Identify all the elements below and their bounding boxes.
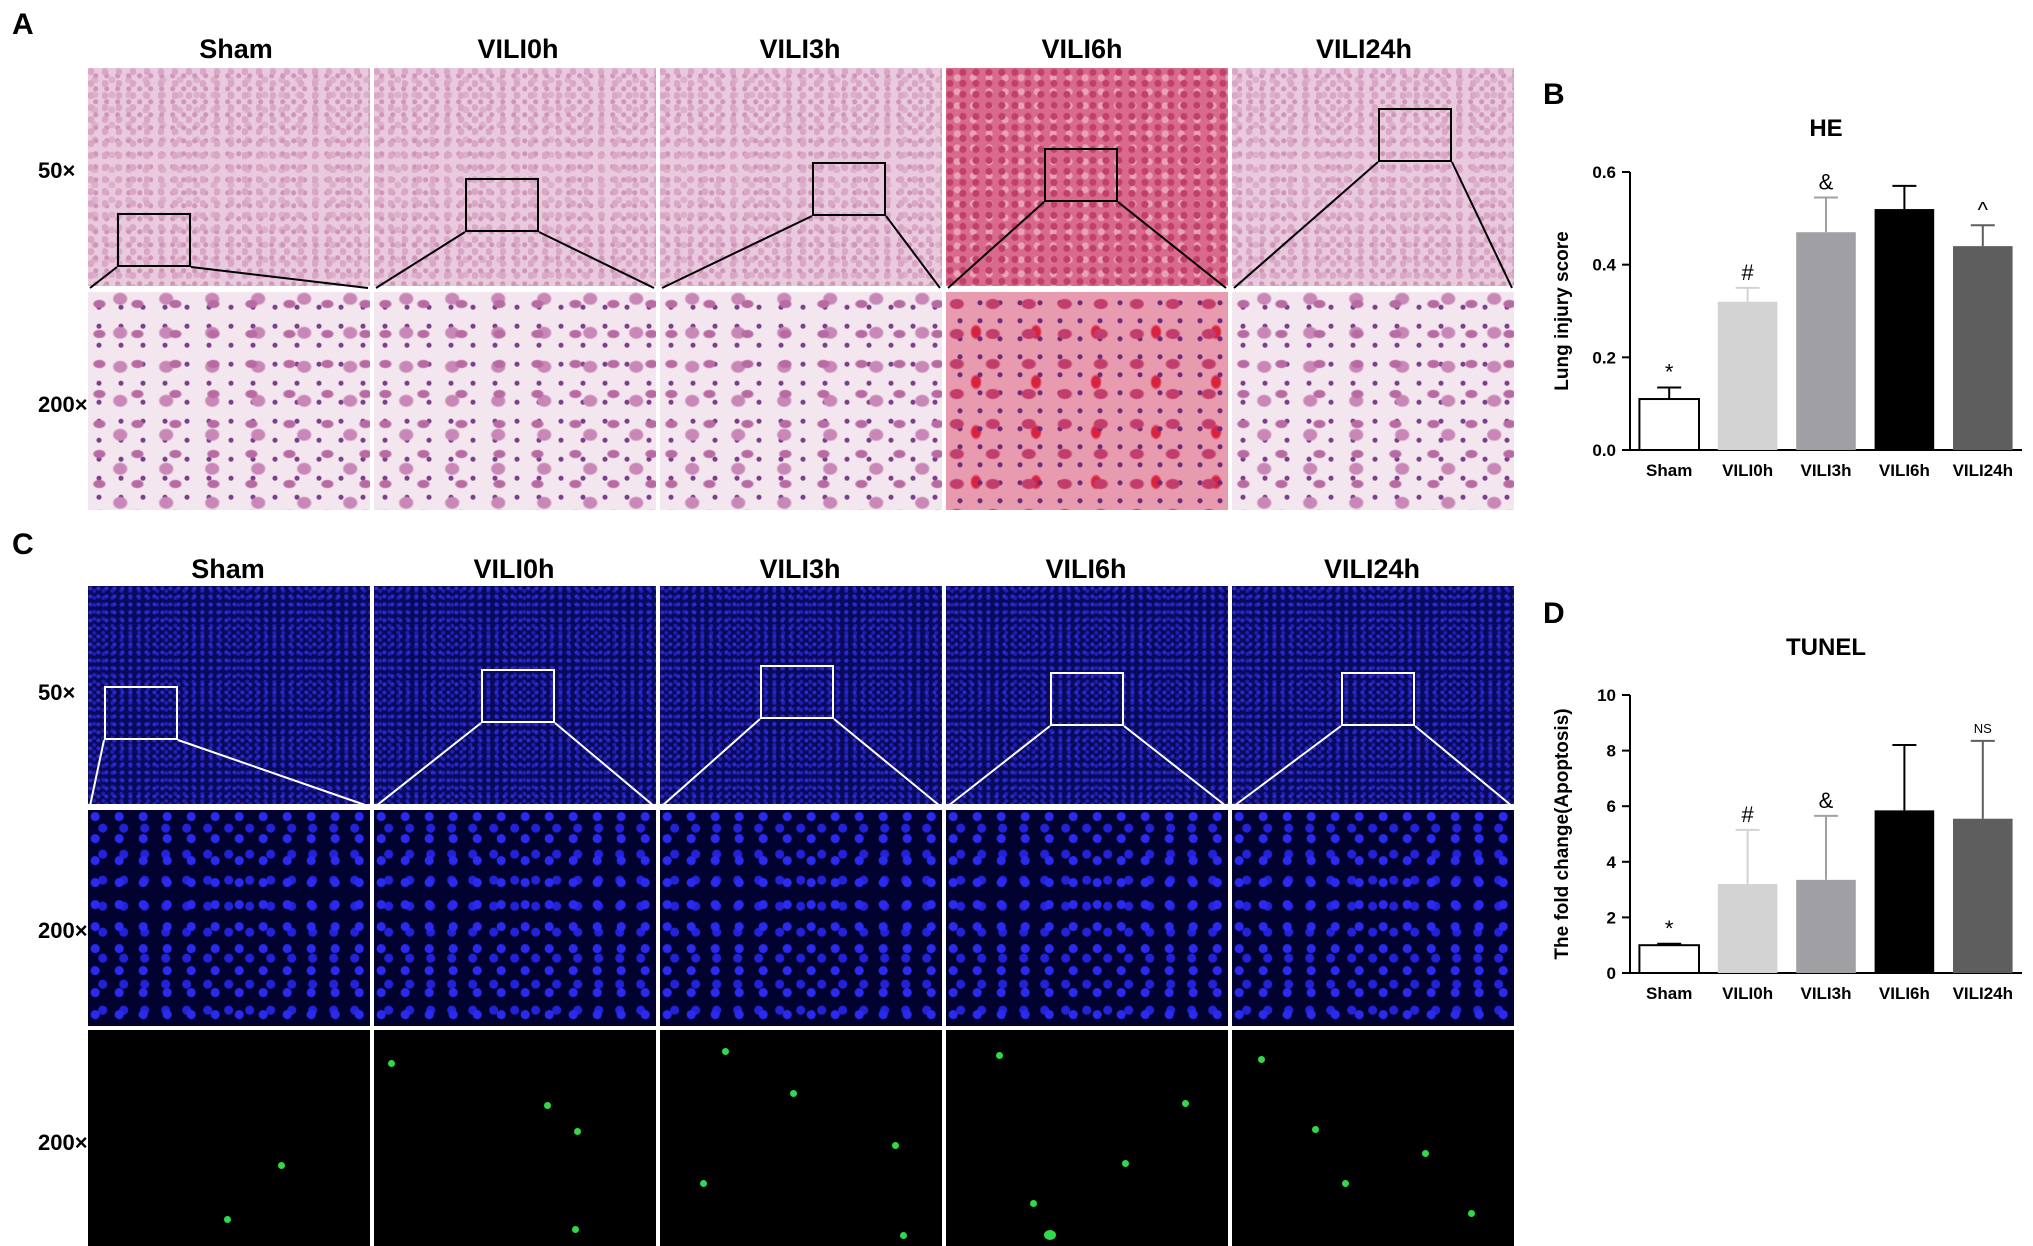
y-tick-label: 0.2 — [1592, 348, 1616, 367]
tunel-vili24h-zoom-box — [1341, 672, 1415, 726]
x-tick-label: VILI0h — [1722, 984, 1773, 1003]
significance-mark: # — [1741, 260, 1754, 285]
dapi-50x-vili6h-image — [946, 586, 1228, 804]
he-column-vili3h-label: VILI3h — [759, 34, 841, 64]
tunel-vili3h-zoom-box — [760, 665, 834, 719]
bar-vili3h — [1796, 879, 1856, 973]
x-tick-label: VILI24h — [1953, 461, 2013, 480]
x-tick-label: VILI24h — [1953, 984, 2013, 1003]
tunel-mag-50x-label: 50× — [38, 680, 76, 705]
x-tick-label: VILI6h — [1879, 461, 1930, 480]
panel-letter-b: B — [1543, 78, 1565, 111]
he-vili6h-zoom-box — [1044, 148, 1118, 202]
bar-vili3h — [1796, 232, 1856, 450]
x-tick-label: VILI0h — [1722, 461, 1773, 480]
bar-sham — [1638, 398, 1700, 451]
tunel-mag-200x-green-label: 200× — [38, 1130, 88, 1155]
he-mag-200x-label: 200× — [38, 392, 88, 417]
significance-mark: & — [1819, 788, 1834, 813]
tunel-200x-vili3h-image — [660, 1030, 942, 1246]
he-50x-vili3h-image — [660, 68, 942, 286]
dapi-200x-vili6h-image — [946, 810, 1228, 1026]
y-tick-label: 6 — [1607, 797, 1616, 816]
bar-vili24h — [1953, 246, 2013, 450]
y-axis-label: The fold change(Apoptosis) — [1552, 708, 1573, 959]
dapi-50x-vili0h-image — [374, 586, 656, 804]
bar-vili6h — [1874, 209, 1935, 450]
he-200x-vili0h-image — [374, 292, 656, 510]
dapi-200x-sham-image — [88, 810, 370, 1026]
dapi-200x-vili24h-image — [1232, 810, 1514, 1026]
he-vili3h-zoom-box — [812, 162, 886, 216]
significance-mark: # — [1741, 802, 1754, 827]
dapi-200x-vili3h-image — [660, 810, 942, 1026]
y-tick-label: 0.0 — [1592, 441, 1616, 460]
y-tick-label: 0.4 — [1592, 256, 1616, 275]
x-tick-label: Sham — [1646, 461, 1692, 480]
he-chart: HE Lung injury score 0.0 0.2 0.4 0.6 * Sham # VIL… — [1552, 115, 2022, 480]
x-tick-label: VILI3h — [1800, 461, 1851, 480]
tunel-column-sham-label: Sham — [191, 554, 265, 584]
tunel-200x-vili6h-image — [946, 1030, 1228, 1246]
y-tick-label: 8 — [1607, 742, 1616, 761]
dapi-50x-sham-image — [88, 586, 370, 804]
y-tick-label: 4 — [1607, 853, 1617, 872]
y-tick-label: 0 — [1607, 964, 1616, 983]
tunel-column-vili3h-label: VILI3h — [759, 554, 841, 584]
tunel-200x-sham-image — [88, 1030, 370, 1246]
y-tick-label: 0.6 — [1592, 163, 1616, 182]
bar-vili24h — [1953, 818, 2013, 973]
tunel-column-vili24h-label: VILI24h — [1323, 554, 1421, 584]
y-tick-label: 10 — [1597, 686, 1616, 705]
he-sham-zoom-box — [117, 213, 191, 267]
tunel-column-vili6h-label: VILI6h — [1045, 554, 1127, 584]
y-tick-label: 2 — [1607, 908, 1616, 927]
he-column-vili24h-label: VILI24h — [1315, 34, 1413, 64]
tunel-200x-vili0h-image — [374, 1030, 656, 1246]
he-vili24h-zoom-box — [1378, 108, 1452, 162]
tunel-zoom-lines — [89, 718, 1513, 807]
significance-mark: * — [1665, 359, 1674, 384]
significance-mark: NS — [1974, 721, 1992, 736]
he-column-vili6h-label: VILI6h — [1041, 34, 1123, 64]
he-200x-vili3h-image — [660, 292, 942, 510]
y-axis-label: Lung injury score — [1552, 231, 1573, 390]
dapi-50x-vili24h-image — [1232, 586, 1514, 804]
significance-mark: * — [1665, 916, 1674, 941]
tunel-sham-zoom-box — [104, 686, 178, 740]
he-200x-sham-image — [88, 292, 370, 510]
he-column-sham-label: Sham — [199, 34, 273, 64]
chart-title: TUNEL — [1786, 634, 1866, 661]
dapi-200x-vili0h-image — [374, 810, 656, 1026]
he-50x-vili0h-image — [374, 68, 656, 286]
he-vili0h-zoom-box — [465, 178, 539, 232]
significance-mark: & — [1819, 169, 1834, 194]
tunel-200x-vili24h-image — [1232, 1030, 1514, 1246]
x-tick-label: VILI3h — [1800, 984, 1851, 1003]
tunel-vili0h-zoom-box — [481, 669, 555, 723]
he-200x-vili24h-image — [1232, 292, 1514, 510]
tunel-vili6h-zoom-box — [1050, 672, 1124, 726]
he-zoom-lines — [89, 161, 1513, 289]
he-column-vili0h-label: VILI0h — [477, 34, 559, 64]
he-50x-sham-image — [88, 68, 370, 286]
bar-vili6h — [1874, 810, 1935, 973]
x-tick-label: Sham — [1646, 984, 1692, 1003]
x-tick-label: VILI6h — [1879, 984, 1930, 1003]
he-mag-50x-label: 50× — [38, 158, 76, 183]
bar-vili0h — [1717, 884, 1778, 973]
significance-mark: ^ — [1978, 197, 1989, 222]
panel-letter-a: A — [12, 8, 34, 41]
tunel-mag-200x-label: 200× — [38, 918, 88, 943]
dapi-50x-vili3h-image — [660, 586, 942, 804]
he-50x-vili6h-image — [946, 68, 1228, 286]
panel-letter-d: D — [1543, 597, 1565, 630]
tunel-chart: TUNEL The fold change(Apoptosis) 0 2 4 6 8 10 * S… — [1552, 634, 2022, 1003]
panel-letter-c: C — [12, 528, 34, 561]
tunel-column-vili0h-label: VILI0h — [473, 554, 555, 584]
bar-sham — [1638, 944, 1700, 975]
chart-title: HE — [1809, 115, 1842, 142]
bar-vili0h — [1717, 301, 1778, 450]
he-200x-vili6h-image — [946, 292, 1228, 510]
